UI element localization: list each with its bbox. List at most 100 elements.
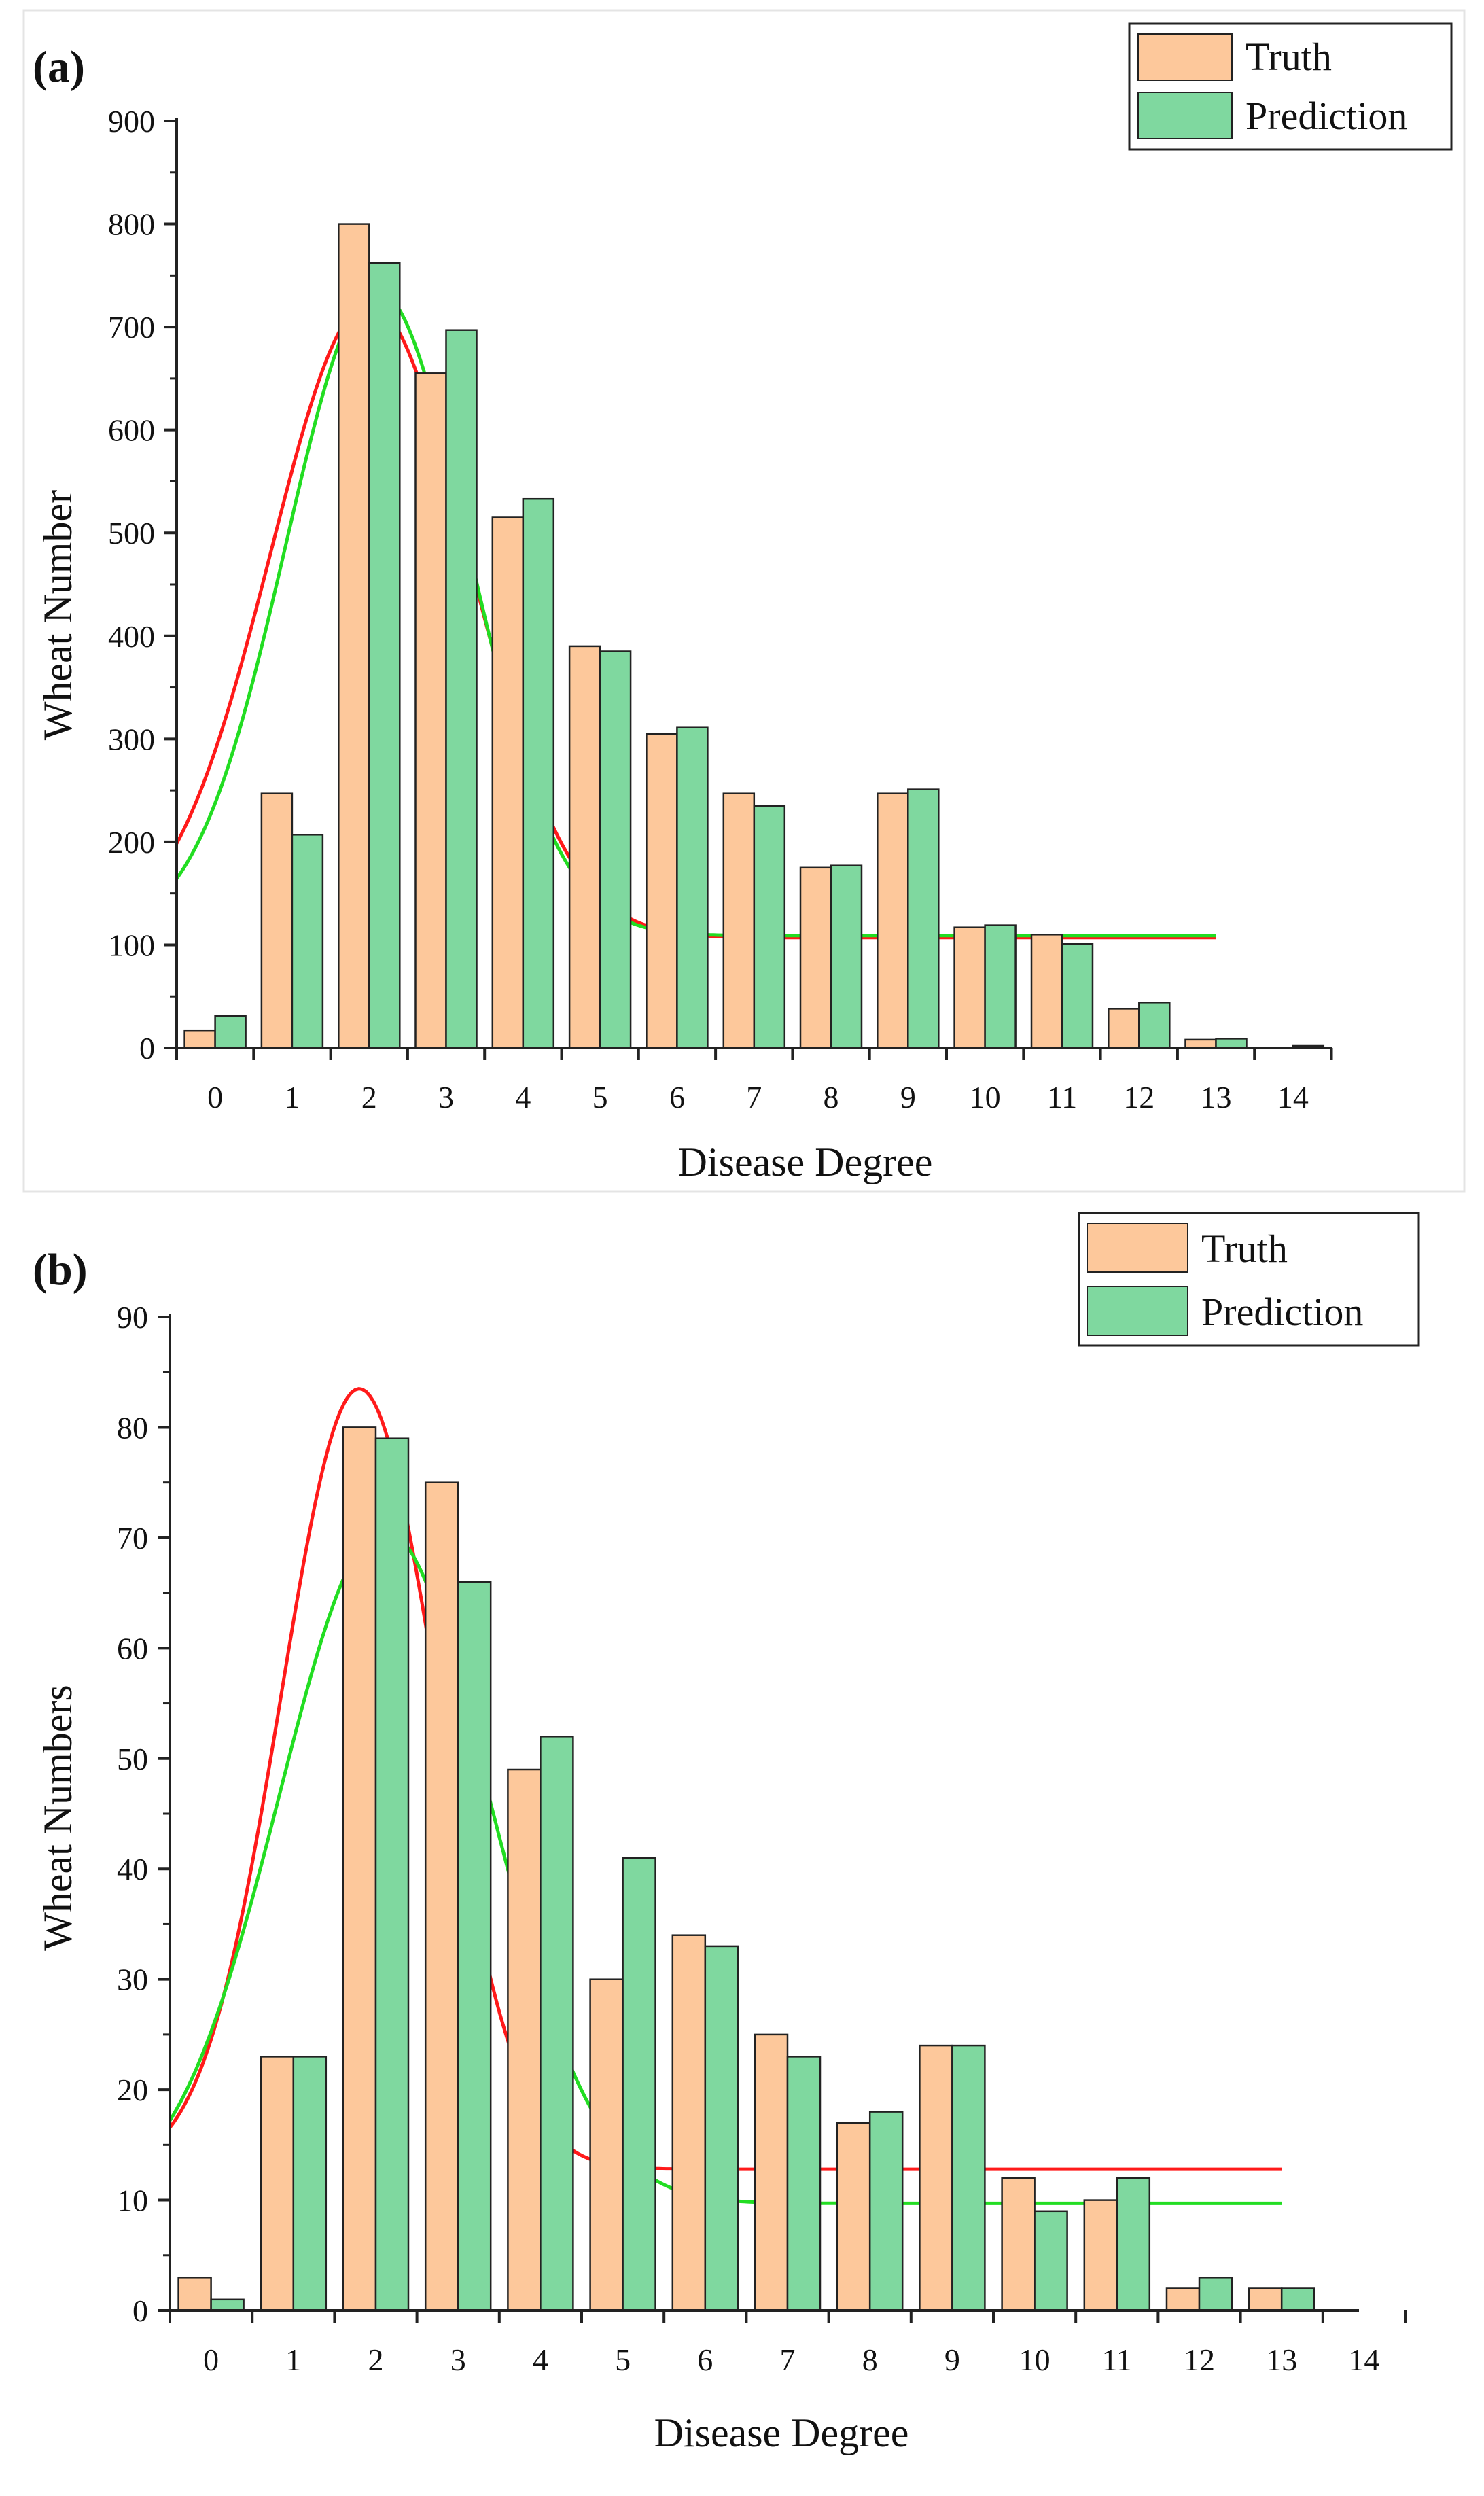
panel-a-truth-bar-6 bbox=[646, 733, 678, 1049]
panel-a-y-axis-title: Wheat Number bbox=[35, 490, 80, 740]
panel-a-truth-bar-2 bbox=[338, 223, 370, 1049]
panel-b-prediction-bar-13 bbox=[1280, 2287, 1315, 2312]
panel-b-x-tick-label-8: 8 bbox=[862, 2342, 878, 2377]
panel-b-prediction-bar-12 bbox=[1198, 2277, 1233, 2312]
panel-a-y-tick-label: 400 bbox=[108, 619, 155, 654]
panel-b-legend-truth-label: Truth bbox=[1201, 1227, 1288, 1271]
panel-b-x-tick-label-2: 2 bbox=[368, 2342, 384, 2377]
panel-a-legend-prediction-swatch bbox=[1137, 92, 1233, 139]
panel-b-x-tick-label-12: 12 bbox=[1184, 2342, 1215, 2377]
panel-b-x-tick-label-9: 9 bbox=[944, 2342, 960, 2377]
panel-a-y-tick-label: 600 bbox=[108, 413, 155, 448]
panel-b-x-tick-label-6: 6 bbox=[697, 2342, 713, 2377]
panel-b-truth-bar-7 bbox=[754, 2033, 789, 2312]
panel-b-y-tick-label: 40 bbox=[117, 1852, 148, 1886]
panel-a-y-tick-label: 800 bbox=[108, 207, 155, 242]
panel-a-y-ticks: 0 100 200 300 400 500 600 700 800 900 bbox=[108, 104, 177, 1066]
panel-b-y-tick-label: 50 bbox=[117, 1742, 148, 1776]
panel-b-x-tick-label-13: 13 bbox=[1266, 2342, 1297, 2377]
panel-b-truth-bar-10 bbox=[1001, 2177, 1036, 2312]
panel-b-truth-bar-0 bbox=[177, 2277, 212, 2312]
panel-a-x-tick-label-5: 5 bbox=[593, 1080, 608, 1114]
panel-a-x-tick-label-12: 12 bbox=[1123, 1080, 1154, 1114]
panel-b-truth-bar-2 bbox=[342, 1426, 377, 2312]
panel-b-x-tick-label-7: 7 bbox=[780, 2342, 796, 2377]
panel-a-bars bbox=[183, 223, 1325, 1049]
panel-b-prediction-bar-10 bbox=[1034, 2210, 1068, 2312]
panel-a-prediction-bar-8 bbox=[830, 864, 863, 1049]
panel-b-prediction-bar-2 bbox=[374, 1437, 410, 2312]
panel-a-y-tick-label: 0 bbox=[139, 1031, 155, 1066]
panel-a-truth-bar-5 bbox=[568, 645, 601, 1049]
panel-a-truth-bar-7 bbox=[722, 792, 756, 1049]
panel-b-letter: (b) bbox=[33, 1245, 88, 1295]
panel-b-prediction-bar-8 bbox=[868, 2111, 904, 2312]
panel-a-y-tick-label: 200 bbox=[108, 825, 155, 860]
panel-b-prediction-bar-4 bbox=[540, 1736, 574, 2312]
panel-a-letter: (a) bbox=[33, 42, 85, 92]
panel-a-truth-bar-1 bbox=[260, 792, 294, 1049]
panel-a-legend-truth-swatch bbox=[1137, 33, 1233, 81]
panel-a-x-ticks: 0 1 2 3 4 5 6 7 8 9 10 11 12 13 14 bbox=[175, 1048, 1333, 1114]
panel-a-legend-prediction-label: Prediction bbox=[1246, 94, 1407, 138]
panel-b-truth-bar-9 bbox=[919, 2044, 953, 2312]
panel-a-y-tick-label: 700 bbox=[108, 310, 155, 345]
panel-a-prediction-bar-0 bbox=[214, 1015, 247, 1049]
panel-b-x-tick-label-10: 10 bbox=[1019, 2342, 1050, 2377]
panel-a-x-tick-label-1: 1 bbox=[284, 1080, 300, 1114]
panel-a-legend: Truth Prediction bbox=[1128, 22, 1453, 151]
panel-b-truth-bar-8 bbox=[836, 2122, 871, 2312]
panel-a-y-tick-label: 900 bbox=[108, 104, 155, 139]
panel-b-x-tick-label-3: 3 bbox=[450, 2342, 466, 2377]
panel-a-truth-bar-8 bbox=[799, 866, 832, 1049]
panel-b-legend-prediction-swatch bbox=[1086, 1286, 1188, 1336]
panel-a-x-tick-label-3: 3 bbox=[438, 1080, 454, 1114]
panel-a-prediction-bar-9 bbox=[907, 788, 940, 1049]
panel-a-prediction-bar-1 bbox=[291, 834, 324, 1049]
panel-b-bars bbox=[177, 1426, 1315, 2312]
panel-b-legend-prediction-label: Prediction bbox=[1201, 1290, 1363, 1334]
panel-a-x-tick-label-8: 8 bbox=[824, 1080, 839, 1114]
panel-b-prediction-bar-1 bbox=[292, 2056, 328, 2312]
panel-b-x-ticks: 0 1 2 3 4 5 6 7 8 9 10 11 12 13 14 bbox=[169, 2310, 1407, 2377]
panel-b-legend-truth-swatch bbox=[1086, 1223, 1188, 1273]
panel-a-x-tick-label-9: 9 bbox=[900, 1080, 916, 1114]
panel-a-prediction-bar-6 bbox=[676, 726, 709, 1049]
panel-a-truth-bar-4 bbox=[491, 516, 525, 1049]
panel-b-x-tick-label-5: 5 bbox=[615, 2342, 631, 2377]
panel-a-x-tick-label-4: 4 bbox=[515, 1080, 531, 1114]
panel-b-prediction-bar-9 bbox=[951, 2044, 986, 2312]
panel-b-truth-bar-12 bbox=[1165, 2287, 1201, 2312]
panel-b-x-axis-title: Disease Degree bbox=[654, 2410, 909, 2455]
panel-a-prediction-bar-11 bbox=[1061, 943, 1094, 1049]
panel-b-prediction-bar-3 bbox=[457, 1581, 492, 2312]
panel-b-x-tick-label-14: 14 bbox=[1348, 2342, 1379, 2377]
panel-a-prediction-bar-10 bbox=[984, 924, 1017, 1049]
panel-a-prediction-bar-13 bbox=[1215, 1038, 1248, 1049]
panel-a-x-tick-label-0: 0 bbox=[207, 1080, 223, 1114]
panel-b-y-tick-label: 30 bbox=[117, 1963, 148, 1997]
panel-a-prediction-bar-12 bbox=[1138, 1002, 1171, 1049]
panel-a-x-tick-label-11: 11 bbox=[1047, 1080, 1077, 1114]
panel-b-y-axis-title: Wheat Numbers bbox=[35, 1685, 80, 1951]
panel-b-x-tick-label-11: 11 bbox=[1102, 2342, 1132, 2377]
panel-b-y-tick-label: 60 bbox=[117, 1631, 148, 1666]
panel-b-truth-bar-5 bbox=[589, 1978, 624, 2312]
panel-a-prediction-bar-7 bbox=[753, 805, 786, 1049]
panel-b-y-tick-label: 90 bbox=[117, 1300, 148, 1335]
panel-b-truth-bar-3 bbox=[424, 1481, 459, 2312]
panel-b-prediction-bar-0 bbox=[210, 2298, 245, 2312]
panel-b-prediction-bar-11 bbox=[1116, 2177, 1151, 2312]
panel-a-x-tick-label-14: 14 bbox=[1277, 1080, 1309, 1114]
panel-a-x-tick-label-2: 2 bbox=[361, 1080, 377, 1114]
panel-a-legend-truth-label: Truth bbox=[1246, 35, 1332, 79]
panel-b-y-ticks: 0 10 20 30 40 50 60 70 80 90 bbox=[117, 1300, 170, 2328]
panel-b-truth-bar-13 bbox=[1248, 2287, 1283, 2312]
panel-a-truth-bar-0 bbox=[183, 1029, 216, 1049]
panel-b-x-tick-label-1: 1 bbox=[285, 2342, 301, 2377]
panel-b-truth-bar-6 bbox=[671, 1934, 707, 2312]
panel-a-prediction-bar-2 bbox=[368, 262, 401, 1049]
